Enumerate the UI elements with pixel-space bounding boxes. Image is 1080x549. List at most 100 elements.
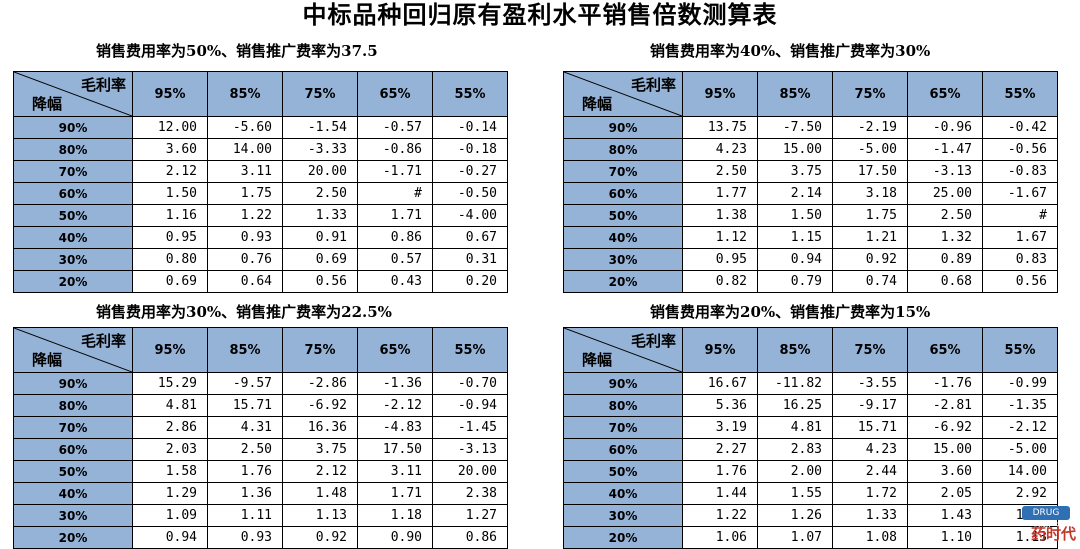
column-header: 55% bbox=[432, 71, 508, 117]
table-cell: 0.95 bbox=[132, 226, 208, 249]
table-cell: 1.09 bbox=[132, 504, 208, 527]
table-row: 30% 0.95 0.94 0.92 0.89 0.83 bbox=[563, 248, 1058, 271]
table-cell: 0.86 bbox=[432, 526, 508, 549]
row-header: 50% bbox=[13, 204, 133, 227]
table-cell: 4.31 bbox=[207, 416, 283, 439]
table-cell: 0.93 bbox=[207, 226, 283, 249]
row-header: 50% bbox=[563, 204, 683, 227]
row-header: 60% bbox=[13, 182, 133, 205]
table-cell: -2.12 bbox=[982, 416, 1058, 439]
table-cell: 0.90 bbox=[357, 526, 433, 549]
row-axis-label: 降幅 bbox=[32, 351, 63, 369]
table-cell: 20.00 bbox=[432, 460, 508, 483]
table-cell: 3.19 bbox=[682, 416, 758, 439]
table-cell: 0.86 bbox=[357, 226, 433, 249]
table-cell: 1.50 bbox=[132, 182, 208, 205]
table-cell: 1.16 bbox=[132, 204, 208, 227]
column-header: 65% bbox=[907, 327, 983, 373]
table-row: 40% 1.12 1.15 1.21 1.32 1.67 bbox=[563, 226, 1058, 249]
table-cell: -1.45 bbox=[432, 416, 508, 439]
table-cell: 0.69 bbox=[282, 248, 358, 271]
table-cell: -0.56 bbox=[982, 138, 1058, 161]
table-cell: 1.55 bbox=[757, 482, 833, 505]
table-cell: -1.54 bbox=[282, 116, 358, 139]
table-cell: -1.67 bbox=[982, 182, 1058, 205]
table-cell: 1.75 bbox=[832, 204, 908, 227]
corner-header: 毛利率 降幅 bbox=[563, 71, 683, 117]
table-cell: -6.92 bbox=[282, 394, 358, 417]
table-cell: 20.00 bbox=[282, 160, 358, 183]
row-header: 40% bbox=[563, 482, 683, 505]
table-cell: 17.50 bbox=[832, 160, 908, 183]
table-subtitle: 销售费用率为30%、销售推广费率为22.5% bbox=[96, 303, 392, 321]
table-cell: 2.50 bbox=[207, 438, 283, 461]
table-cell: 2.44 bbox=[832, 460, 908, 483]
table-cell: 0.92 bbox=[282, 526, 358, 549]
table-subtitle: 销售费用率为20%、销售推广费率为15% bbox=[650, 303, 931, 321]
table-cell: 17.50 bbox=[357, 438, 433, 461]
column-header: 65% bbox=[907, 71, 983, 117]
diagonal-line bbox=[14, 328, 132, 372]
table-row: 70% 3.19 4.81 15.71 -6.92 -2.12 bbox=[563, 416, 1058, 439]
table-cell: -9.57 bbox=[207, 372, 283, 395]
table-cell: 0.83 bbox=[982, 248, 1058, 271]
column-axis-label: 毛利率 bbox=[630, 76, 676, 94]
table-cell: 0.31 bbox=[432, 248, 508, 271]
table-cell: -1.36 bbox=[357, 372, 433, 395]
table-cell: -6.92 bbox=[907, 416, 983, 439]
table-cell: 3.75 bbox=[282, 438, 358, 461]
table-cell: 1.76 bbox=[207, 460, 283, 483]
table-cell: 0.80 bbox=[132, 248, 208, 271]
table-cell: 1.11 bbox=[207, 504, 283, 527]
table-cell: -0.99 bbox=[982, 372, 1058, 395]
table-cell: 1.29 bbox=[132, 482, 208, 505]
row-header: 90% bbox=[13, 372, 133, 395]
table-cell: 0.43 bbox=[357, 270, 433, 293]
table-cell: 1.44 bbox=[682, 482, 758, 505]
table-cell: 4.81 bbox=[757, 416, 833, 439]
table-cell: 2.50 bbox=[282, 182, 358, 205]
table-cell: 15.00 bbox=[907, 438, 983, 461]
row-header: 50% bbox=[563, 460, 683, 483]
table-cell: 2.83 bbox=[757, 438, 833, 461]
column-header: 85% bbox=[757, 71, 833, 117]
table-cell: -1.71 bbox=[357, 160, 433, 183]
table-cell: 2.38 bbox=[432, 482, 508, 505]
row-header: 20% bbox=[563, 270, 683, 293]
table-cell: 1.13 bbox=[282, 504, 358, 527]
column-header: 75% bbox=[282, 327, 358, 373]
table-cell: -7.50 bbox=[757, 116, 833, 139]
row-header: 70% bbox=[13, 416, 133, 439]
table-cell: 2.03 bbox=[132, 438, 208, 461]
row-header: 60% bbox=[563, 438, 683, 461]
table-row: 30%1.221.261.331.431.65 bbox=[563, 504, 1058, 527]
table-cell: 3.18 bbox=[832, 182, 908, 205]
table-cell: 1.36 bbox=[207, 482, 283, 505]
table-cell: 3.60 bbox=[907, 460, 983, 483]
table-row: 80% 4.81 15.71 -6.92 -2.12 -0.94 bbox=[13, 394, 508, 417]
table-cell: 1.22 bbox=[682, 504, 758, 527]
table-cell: 1.75 bbox=[207, 182, 283, 205]
table-cell: 1.27 bbox=[432, 504, 508, 527]
row-header: 70% bbox=[563, 416, 683, 439]
table-row: 80% 4.23 15.00 -5.00 -1.47 -0.56 bbox=[563, 138, 1058, 161]
diagonal-line bbox=[564, 328, 682, 372]
table-cell: 2.00 bbox=[757, 460, 833, 483]
table-cell: -0.96 bbox=[907, 116, 983, 139]
table-cell: 2.12 bbox=[282, 460, 358, 483]
table-row: 90% 13.75 -7.50 -2.19 -0.96 -0.42 bbox=[563, 116, 1058, 139]
table-cell: -0.18 bbox=[432, 138, 508, 161]
table-cell: 0.91 bbox=[282, 226, 358, 249]
row-header: 30% bbox=[563, 248, 683, 271]
table-row: 20% 0.82 0.79 0.74 0.68 0.56 bbox=[563, 270, 1058, 293]
table-row: 90% 12.00 -5.60 -1.54 -0.57 -0.14 bbox=[13, 116, 508, 139]
table-cell: -0.14 bbox=[432, 116, 508, 139]
table-row: 40% 1.29 1.36 1.48 1.71 2.38 bbox=[13, 482, 508, 505]
table-cell: 15.71 bbox=[832, 416, 908, 439]
table-cell: # bbox=[357, 182, 433, 205]
multiplier-table: 毛利率 降幅 95% 85% 75% 65% 55% 90% 15.29 -9.57 -2.86 -1… bbox=[13, 327, 508, 549]
table-cell: -0.70 bbox=[432, 372, 508, 395]
table-cell: 4.23 bbox=[682, 138, 758, 161]
table-cell: 3.11 bbox=[207, 160, 283, 183]
table-row: 80% 3.60 14.00 -3.33 -0.86 -0.18 bbox=[13, 138, 508, 161]
